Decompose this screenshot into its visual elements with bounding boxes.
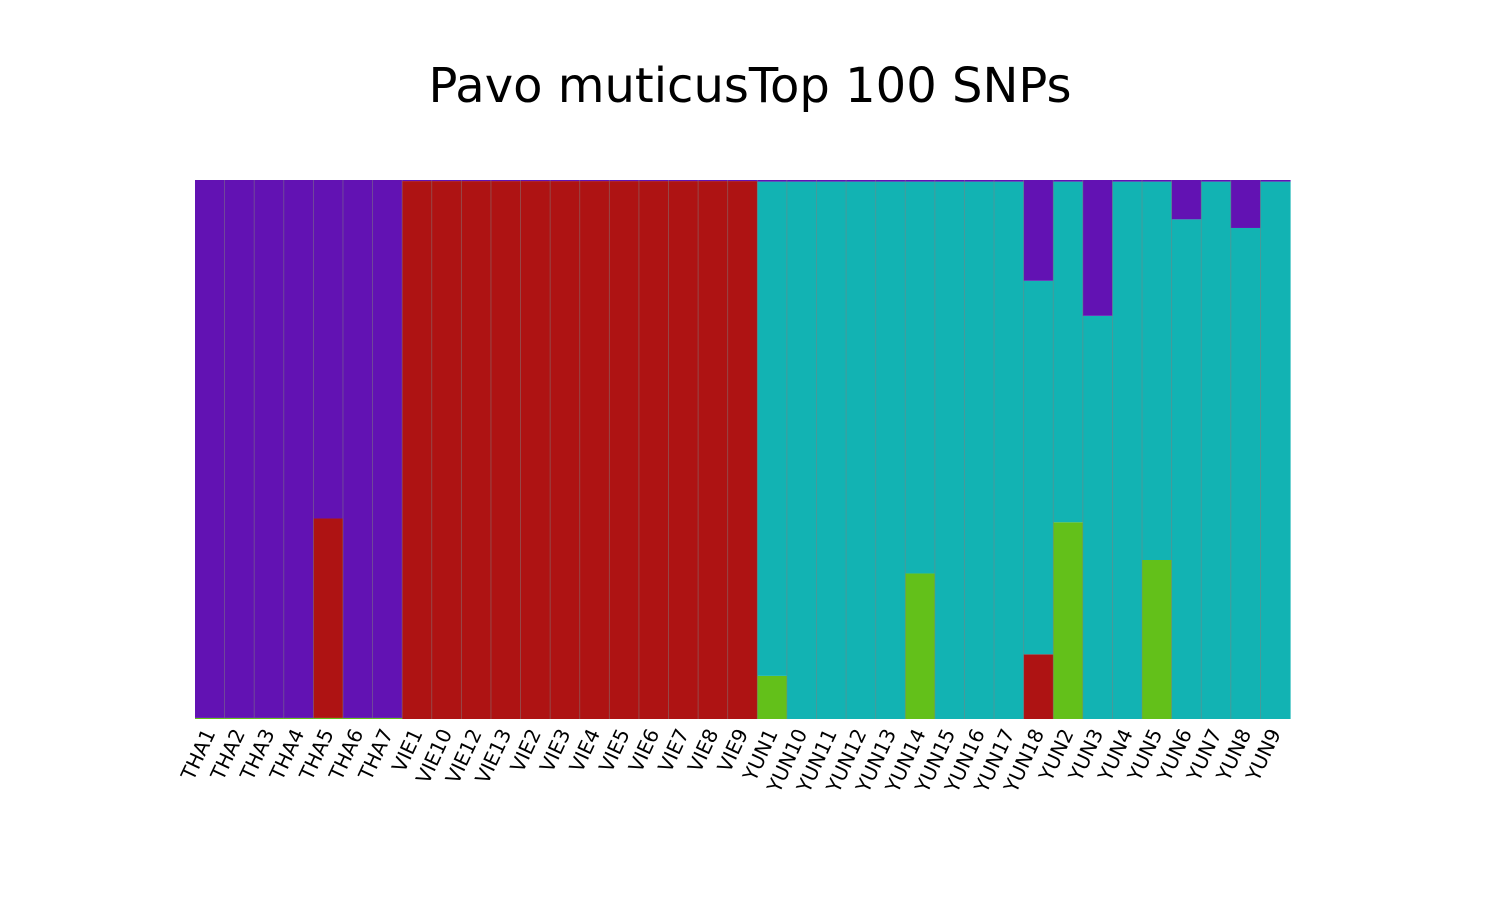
bar-YUN2-cluster-3 (1053, 181, 1084, 523)
bar-THA2-cluster-4 (224, 180, 255, 718)
bar-YUN11-cluster-4 (816, 180, 847, 182)
bar-VIE13-cluster-2 (490, 181, 522, 719)
bar-VIE13-cluster-4 (490, 180, 522, 182)
bar-YUN14-cluster-1 (905, 573, 936, 719)
bar-YUN15-cluster-4 (934, 180, 966, 182)
bar-YUN11-cluster-3 (816, 181, 847, 719)
bar-VIE4-cluster-2 (579, 181, 610, 719)
bar-THA2-cluster-1 (224, 717, 255, 719)
bar-THA5-cluster-4 (313, 180, 344, 519)
bar-YUN6-cluster-4 (1171, 180, 1202, 220)
bar-VIE2-cluster-2 (520, 181, 551, 719)
bar-VIE9-cluster-4 (727, 180, 758, 182)
bar-VIE6-cluster-2 (638, 181, 670, 719)
bar-VIE2-cluster-4 (520, 180, 551, 182)
bar-THA4-cluster-1 (283, 717, 314, 719)
bar-THA3-cluster-4 (254, 180, 285, 718)
bar-YUN5-cluster-3 (1142, 181, 1173, 560)
bar-YUN18-cluster-4 (1023, 180, 1054, 281)
bar-VIE7-cluster-2 (668, 181, 699, 719)
bar-VIE3-cluster-4 (550, 180, 581, 182)
bar-YUN12-cluster-3 (846, 181, 877, 719)
bar-YUN9-cluster-4 (1260, 180, 1291, 182)
bar-VIE9-cluster-2 (727, 181, 758, 719)
bar-VIE1-cluster-2 (402, 181, 433, 719)
bar-YUN12-cluster-4 (846, 180, 877, 182)
bar-YUN10-cluster-4 (786, 180, 818, 182)
bar-YUN7-cluster-3 (1201, 181, 1232, 719)
bar-YUN3-cluster-3 (1082, 315, 1114, 719)
bar-THA1-cluster-1 (195, 717, 226, 719)
bar-VIE8-cluster-4 (698, 180, 729, 182)
bar-YUN7-cluster-4 (1201, 180, 1232, 182)
bar-THA6-cluster-1 (342, 717, 374, 719)
bar-YUN6-cluster-3 (1171, 219, 1202, 719)
bar-YUN4-cluster-3 (1112, 181, 1143, 719)
bar-YUN15-cluster-3 (934, 181, 966, 719)
bar-YUN13-cluster-3 (875, 181, 906, 719)
bar-THA7-cluster-1 (372, 717, 403, 719)
bar-YUN1-cluster-4 (757, 180, 788, 182)
bar-VIE5-cluster-2 (609, 181, 640, 719)
bar-VIE8-cluster-2 (698, 181, 729, 719)
bar-YUN2-cluster-4 (1053, 180, 1084, 182)
bar-YUN1-cluster-3 (757, 181, 788, 676)
bar-YUN14-cluster-3 (905, 181, 936, 574)
bar-THA5-cluster-2 (313, 518, 344, 718)
bar-THA1-cluster-4 (195, 180, 226, 718)
bar-THA6-cluster-4 (342, 180, 374, 718)
bar-YUN8-cluster-3 (1230, 227, 1261, 719)
bar-YUN5-cluster-4 (1142, 180, 1173, 182)
bar-YUN18-cluster-3 (1023, 280, 1054, 655)
bar-YUN14-cluster-4 (905, 180, 936, 182)
bar-VIE7-cluster-4 (668, 180, 699, 182)
bar-YUN10-cluster-3 (786, 181, 818, 719)
bar-THA7-cluster-4 (372, 180, 403, 718)
bar-THA5-cluster-1 (313, 717, 344, 719)
bar-YUN16-cluster-4 (964, 180, 995, 182)
bar-VIE5-cluster-4 (609, 180, 640, 182)
bar-VIE10-cluster-4 (431, 180, 462, 182)
bar-YUN18-cluster-2 (1023, 654, 1054, 719)
bar-YUN16-cluster-3 (964, 181, 995, 719)
bar-VIE4-cluster-4 (579, 180, 610, 182)
bar-YUN5-cluster-1 (1142, 560, 1173, 719)
bar-YUN9-cluster-3 (1260, 181, 1291, 719)
bar-YUN8-cluster-4 (1230, 180, 1261, 228)
bar-YUN1-cluster-1 (757, 675, 788, 719)
bar-THA3-cluster-1 (254, 717, 285, 719)
bar-YUN2-cluster-1 (1053, 522, 1084, 719)
bar-VIE3-cluster-2 (550, 181, 581, 719)
bar-YUN4-cluster-4 (1112, 180, 1143, 182)
bar-VIE1-cluster-4 (402, 180, 433, 182)
bar-YUN3-cluster-4 (1082, 180, 1114, 316)
bar-VIE10-cluster-2 (431, 181, 462, 719)
chart-title: Pavo muticusTop 100 SNPs (428, 58, 1072, 114)
bar-THA4-cluster-4 (283, 180, 314, 718)
bar-VIE12-cluster-2 (461, 181, 492, 719)
bar-YUN17-cluster-3 (994, 181, 1025, 719)
bar-YUN13-cluster-4 (875, 180, 906, 182)
bar-VIE12-cluster-4 (461, 180, 492, 182)
bar-VIE6-cluster-4 (638, 180, 670, 182)
bar-YUN17-cluster-4 (994, 180, 1025, 182)
